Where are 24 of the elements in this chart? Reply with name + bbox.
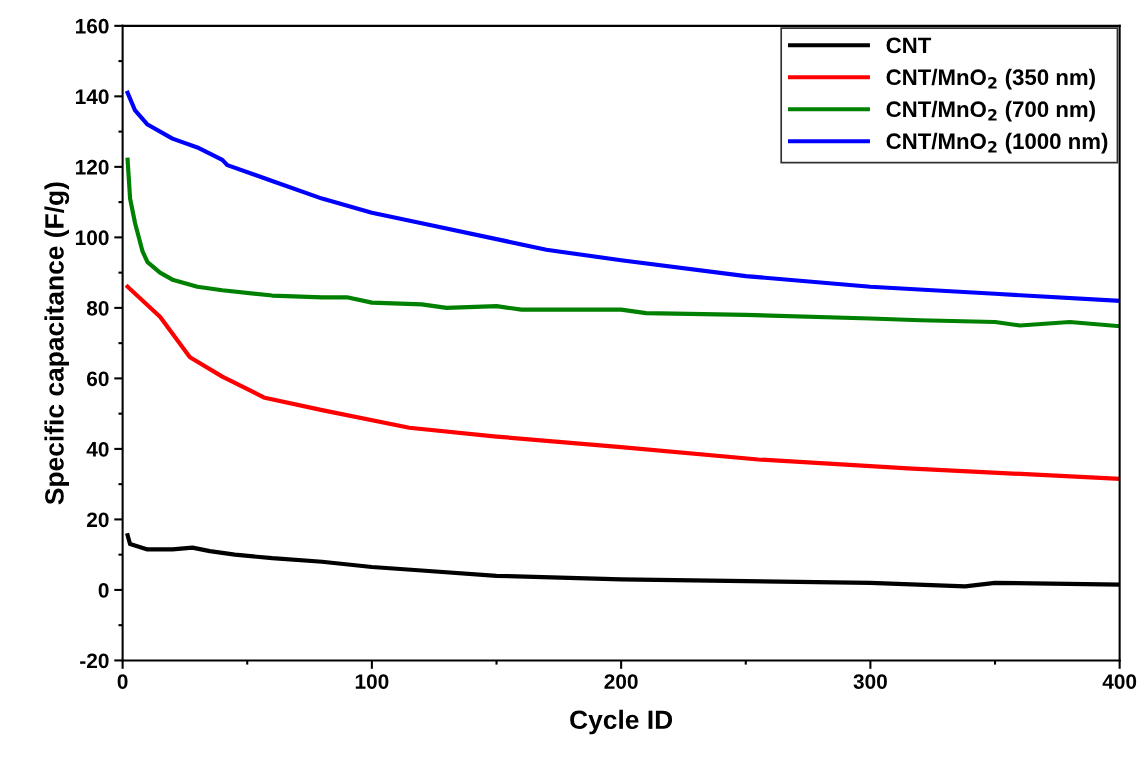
y-tick-label: 120	[75, 159, 109, 175]
legend-label: CNT/MnO$_{2}$ (350 nm)	[886, 68, 1095, 90]
x-tick-label: 0	[117, 674, 128, 689]
x-tick-label: 100	[355, 674, 389, 689]
legend-label: CNT/MnO$_{2}$ (1000 nm)	[886, 132, 1108, 154]
line-series	[125, 90, 1120, 303]
legend-label: CNT/MnO$_{2}$ (700 nm)	[886, 100, 1095, 122]
line-series	[125, 157, 1120, 329]
legend-label: CNT	[886, 37, 932, 54]
y-tick-label: 20	[86, 512, 109, 528]
y-tick-label: 160	[75, 18, 109, 34]
y-tick-label: 80	[86, 300, 109, 316]
x-tick-label: 400	[1102, 674, 1137, 689]
x-axis-title: Cycle ID	[570, 709, 673, 735]
x-tick-label: 300	[853, 674, 887, 689]
y-tick-label: -20	[80, 653, 109, 669]
x-tick-label: 200	[604, 674, 638, 689]
y-tick-label: 100	[75, 230, 109, 246]
y-tick-label: 60	[87, 371, 109, 387]
y-tick-label: 140	[75, 89, 109, 105]
y-tick-label: 0	[98, 582, 109, 598]
y-tick-label: 40	[86, 441, 109, 457]
line-series	[125, 284, 1120, 481]
y-axis-title: Specific capacitance (F/g)	[44, 182, 70, 505]
